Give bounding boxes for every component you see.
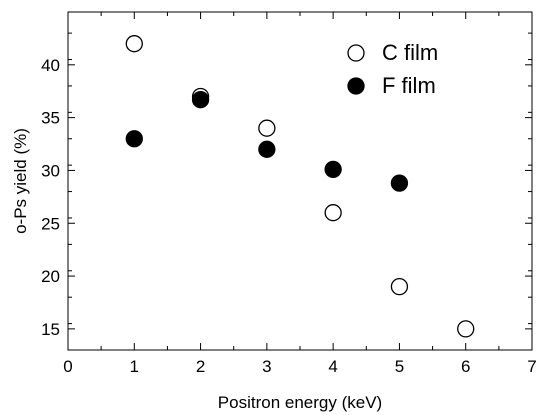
y-tick-label: 40 [41, 56, 60, 75]
f-film-point [191, 91, 210, 109]
axis-tick-labels: 0 1 2 3 4 5 6 7 15 20 25 30 35 40 [41, 56, 537, 376]
f-film-point [390, 174, 409, 192]
legend-marker [347, 44, 365, 62]
x-tick-label: 0 [63, 357, 72, 376]
x-tick-label: 6 [461, 357, 470, 376]
y-tick-label: 15 [41, 320, 60, 339]
c-film-point [324, 204, 342, 222]
legend-label: F film [382, 73, 436, 98]
x-tick-label: 1 [130, 357, 139, 376]
f-film-point [324, 160, 342, 179]
axis-ticks [67, 12, 533, 351]
f-film-point [258, 140, 276, 158]
y-axis-label: o-Ps yield (%) [11, 128, 30, 234]
x-tick-label: 4 [328, 357, 337, 376]
y-tick-label: 25 [41, 214, 60, 233]
x-axis-label: Positron energy (keV) [218, 393, 382, 412]
x-tick-label: 7 [527, 357, 536, 376]
y-tick-label: 20 [41, 267, 60, 286]
plot-frame [67, 11, 533, 351]
y-tick-label: 30 [41, 161, 60, 180]
data-points [125, 35, 475, 338]
c-film-point [258, 119, 276, 137]
x-tick-label: 3 [262, 357, 271, 376]
x-tick-label: 5 [395, 357, 404, 376]
c-film-point [390, 277, 409, 296]
c-film-point [125, 35, 143, 53]
y-tick-label: 35 [41, 109, 60, 128]
legend-label: C film [382, 40, 438, 65]
legend-marker [347, 77, 365, 95]
legend: C film F film [347, 40, 438, 98]
x-tick-label: 2 [196, 357, 205, 376]
f-film-point [125, 130, 143, 148]
c-film-point [457, 320, 475, 338]
